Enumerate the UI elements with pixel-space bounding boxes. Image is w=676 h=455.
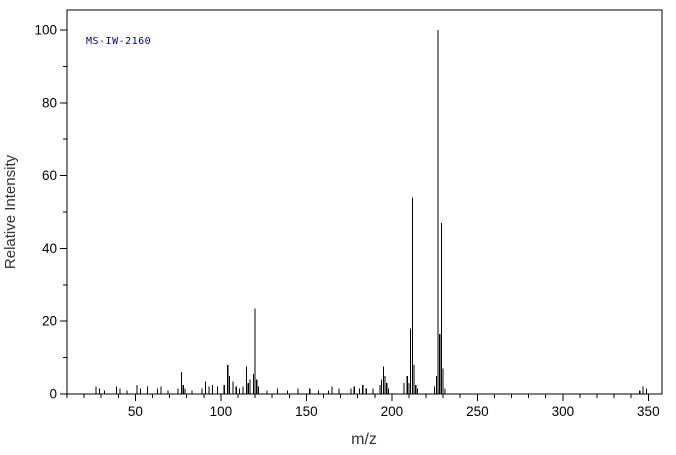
x-tick-label: 50 [128, 404, 143, 419]
peaks [95, 30, 648, 394]
x-tick-label: 250 [466, 404, 489, 419]
y-tick-label: 0 [49, 387, 57, 402]
plot-frame [66, 9, 663, 395]
y-tick-label: 80 [42, 95, 57, 110]
y-tick-label: 40 [42, 241, 57, 256]
y-tick-label: 60 [42, 168, 57, 183]
plot-generated-content: 50 100 150 200 250 300 350 0 20 40 60 80 100 [34, 9, 663, 419]
y-tick-label: 100 [34, 23, 57, 38]
x-axis: 50 100 150 200 250 300 350 [66, 394, 660, 419]
x-tick-label: 300 [552, 404, 575, 419]
x-tick-label: 150 [295, 404, 318, 419]
x-tick-label: 100 [210, 404, 233, 419]
x-axis-label: m/z [351, 431, 377, 448]
spectrum-id-label: MS-IW-2160 [86, 36, 151, 47]
y-tick-label: 20 [42, 314, 57, 329]
x-tick-label: 200 [381, 404, 404, 419]
y-axis-label: Relative Intensity [2, 154, 19, 269]
y-axis: 0 20 40 60 80 100 [34, 23, 67, 402]
x-tick-label: 350 [637, 404, 660, 419]
